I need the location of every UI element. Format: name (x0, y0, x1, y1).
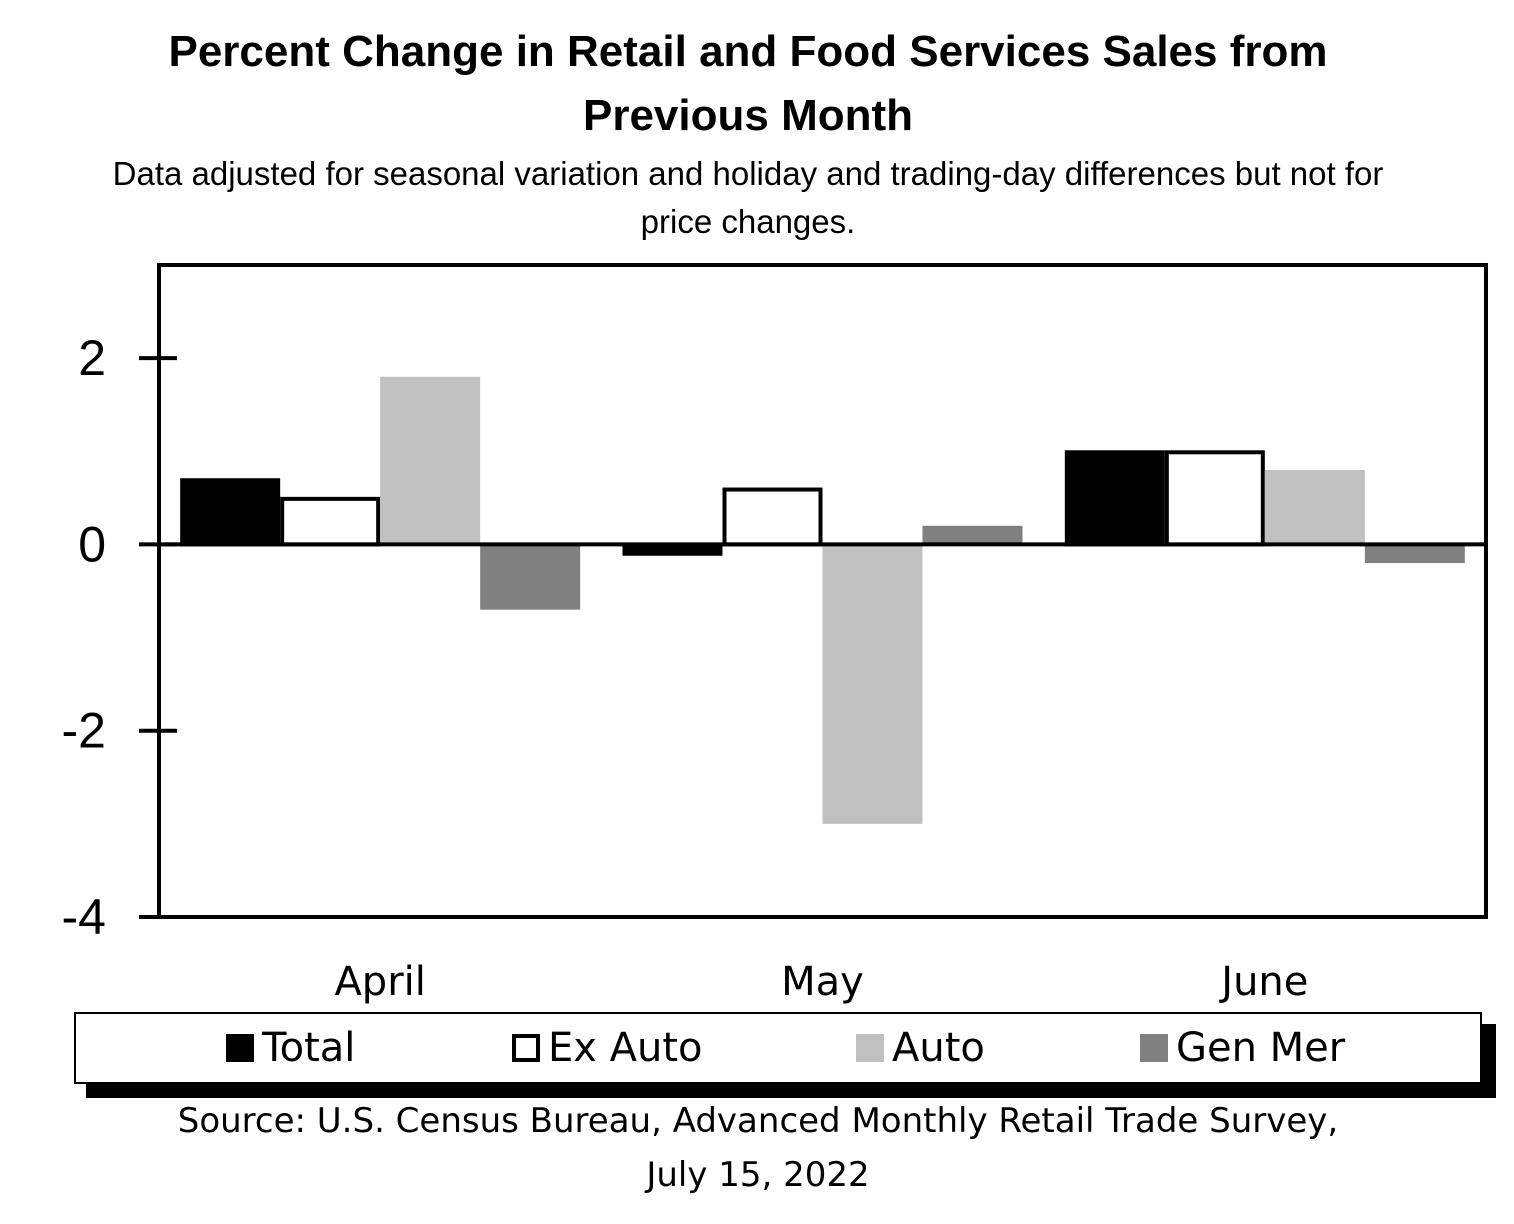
legend-label-auto: Auto (892, 1025, 985, 1071)
bar-total-june (1064, 450, 1165, 547)
source-line-2: July 15, 2022 (646, 1155, 870, 1195)
legend-swatch-auto (856, 1034, 884, 1062)
bar-total-april (180, 478, 281, 547)
legend: Total Ex Auto Auto Gen Mer (74, 1012, 1482, 1084)
bars-group (180, 376, 1465, 824)
y-tick-label: -4 (62, 889, 106, 945)
y-tick-label: -2 (62, 703, 106, 759)
bar-auto-april (380, 376, 481, 545)
bar-gen-mer-may (922, 525, 1023, 545)
chart-title: Percent Change in Retail and Food Servic… (0, 20, 1496, 148)
legend-label-ex-auto: Ex Auto (548, 1025, 703, 1071)
source-note: Source: U.S. Census Bureau, Advanced Mon… (0, 1094, 1514, 1202)
y-tick-label: 0 (78, 516, 106, 572)
legend-swatch-gen-mer (1140, 1034, 1168, 1062)
bar-ex-auto-april (280, 496, 381, 547)
source-line-1: Source: U.S. Census Bureau, Advanced Mon… (177, 1101, 1339, 1141)
bar-total-may (622, 543, 723, 556)
chart-title-line-2: Previous Month (582, 91, 914, 140)
bar-ex-auto-may (722, 487, 823, 547)
chart-title-line-1: Percent Change in Retail and Food Servic… (168, 27, 1328, 76)
bar-auto-may (822, 544, 923, 824)
axes-group: April May June 2 0 -2 -4 (62, 263, 1488, 1005)
chart-subtitle-line-1: Data adjusted for seasonal variation and… (112, 155, 1384, 192)
y-tick-label: 2 (78, 330, 106, 386)
legend-swatch-total (226, 1034, 254, 1062)
legend-swatch-ex-auto (512, 1034, 540, 1062)
legend-item-auto: Auto (856, 1014, 985, 1082)
x-tick-label-april: April (334, 959, 425, 1005)
bar-gen-mer-june (1364, 544, 1465, 564)
chart-subtitle: Data adjusted for seasonal variation and… (0, 150, 1496, 246)
legend-label-gen-mer: Gen Mer (1176, 1025, 1346, 1071)
legend-label-total: Total (262, 1025, 356, 1071)
x-tick-label-june: June (1218, 959, 1308, 1005)
bar-chart: April May June 2 0 -2 -4 (62, 263, 1488, 1005)
legend-item-gen-mer: Gen Mer (1140, 1014, 1345, 1082)
bar-ex-auto-june (1164, 450, 1265, 547)
chart-subtitle-line-2: price changes. (640, 203, 856, 240)
x-tick-label-may: May (781, 959, 864, 1005)
legend-item-ex-auto: Ex Auto (512, 1014, 703, 1082)
bar-gen-mer-april (480, 544, 581, 610)
plot-frame (157, 263, 1488, 919)
bar-auto-june (1264, 469, 1365, 545)
legend-item-total: Total (226, 1014, 355, 1082)
